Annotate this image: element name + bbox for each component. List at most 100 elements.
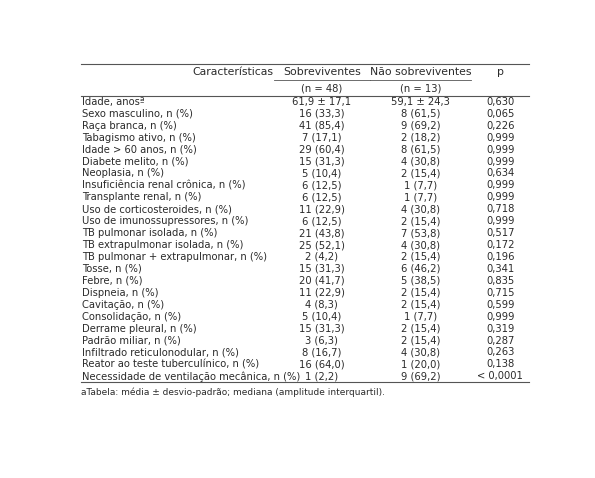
Text: 0,319: 0,319: [486, 324, 514, 334]
Text: (n = 13): (n = 13): [400, 83, 441, 93]
Text: 1 (7,7): 1 (7,7): [404, 192, 437, 202]
Text: 0,715: 0,715: [486, 288, 515, 298]
Text: 0,138: 0,138: [486, 359, 514, 369]
Text: 0,263: 0,263: [486, 348, 514, 358]
Text: 3 (6,3): 3 (6,3): [305, 336, 338, 346]
Text: Idade > 60 anos, n (%): Idade > 60 anos, n (%): [82, 144, 197, 154]
Text: 15 (31,3): 15 (31,3): [299, 156, 345, 166]
Text: 15 (31,3): 15 (31,3): [299, 324, 345, 334]
Text: 4 (30,8): 4 (30,8): [401, 240, 440, 250]
Text: Sobreviventes: Sobreviventes: [283, 67, 361, 77]
Text: 0,999: 0,999: [486, 192, 515, 202]
Text: Uso de imunossupressores, n (%): Uso de imunossupressores, n (%): [82, 216, 249, 226]
Text: TB pulmonar isolada, n (%): TB pulmonar isolada, n (%): [82, 228, 218, 238]
Text: 4 (8,3): 4 (8,3): [305, 300, 338, 310]
Text: 0,999: 0,999: [486, 132, 515, 142]
Text: Transplante renal, n (%): Transplante renal, n (%): [82, 192, 202, 202]
Text: 0,630: 0,630: [486, 97, 514, 107]
Text: 1 (7,7): 1 (7,7): [404, 312, 437, 322]
Text: 4 (30,8): 4 (30,8): [401, 348, 440, 358]
Text: 2 (15,4): 2 (15,4): [401, 300, 440, 310]
Text: 4 (30,8): 4 (30,8): [401, 156, 440, 166]
Text: Insuficiência renal crônica, n (%): Insuficiência renal crônica, n (%): [82, 180, 246, 190]
Text: 0,634: 0,634: [486, 168, 514, 178]
Text: 11 (22,9): 11 (22,9): [299, 204, 345, 214]
Text: Não sobreviventes: Não sobreviventes: [369, 67, 471, 77]
Text: 0,835: 0,835: [486, 276, 514, 286]
Text: 4 (30,8): 4 (30,8): [401, 204, 440, 214]
Text: Tabagismo ativo, n (%): Tabagismo ativo, n (%): [82, 132, 196, 142]
Text: 0,287: 0,287: [486, 336, 514, 346]
Text: Sexo masculino, n (%): Sexo masculino, n (%): [82, 109, 193, 119]
Text: Raça branca, n (%): Raça branca, n (%): [82, 121, 177, 130]
Text: 7 (17,1): 7 (17,1): [302, 132, 342, 142]
Text: (n = 48): (n = 48): [301, 83, 342, 93]
Text: 16 (64,0): 16 (64,0): [299, 359, 345, 369]
Text: 0,341: 0,341: [486, 264, 514, 274]
Text: Necessidade de ventilação mecânica, n (%): Necessidade de ventilação mecânica, n (%…: [82, 371, 300, 381]
Text: 8 (61,5): 8 (61,5): [401, 109, 440, 119]
Text: Tosse, n (%): Tosse, n (%): [82, 264, 142, 274]
Text: Diabete melito, n (%): Diabete melito, n (%): [82, 156, 189, 166]
Text: 11 (22,9): 11 (22,9): [299, 288, 345, 298]
Text: 0,517: 0,517: [486, 228, 515, 238]
Text: 6 (12,5): 6 (12,5): [302, 192, 342, 202]
Text: 0,999: 0,999: [486, 216, 515, 226]
Text: 1 (20,0): 1 (20,0): [401, 359, 440, 369]
Text: 0,226: 0,226: [486, 121, 515, 130]
Text: Derrame pleural, n (%): Derrame pleural, n (%): [82, 324, 197, 334]
Text: 5 (10,4): 5 (10,4): [302, 312, 342, 322]
Text: 2 (18,2): 2 (18,2): [401, 132, 440, 142]
Text: 29 (60,4): 29 (60,4): [299, 144, 345, 154]
Text: < 0,0001: < 0,0001: [477, 371, 523, 381]
Text: 9 (69,2): 9 (69,2): [401, 371, 440, 381]
Text: 15 (31,3): 15 (31,3): [299, 264, 345, 274]
Text: 21 (43,8): 21 (43,8): [299, 228, 345, 238]
Text: Padrão miliar, n (%): Padrão miliar, n (%): [82, 336, 181, 346]
Text: 5 (10,4): 5 (10,4): [302, 168, 342, 178]
Text: TB pulmonar + extrapulmonar, n (%): TB pulmonar + extrapulmonar, n (%): [82, 252, 267, 262]
Text: 7 (53,8): 7 (53,8): [401, 228, 440, 238]
Text: 9 (69,2): 9 (69,2): [401, 121, 440, 130]
Text: 0,065: 0,065: [486, 109, 514, 119]
Text: Febre, n (%): Febre, n (%): [82, 276, 143, 286]
Text: 41 (85,4): 41 (85,4): [299, 121, 345, 130]
Text: 2 (4,2): 2 (4,2): [305, 252, 339, 262]
Text: 1 (7,7): 1 (7,7): [404, 180, 437, 190]
Text: Consolidação, n (%): Consolidação, n (%): [82, 312, 181, 322]
Text: p: p: [497, 67, 503, 77]
Text: 5 (38,5): 5 (38,5): [401, 276, 440, 286]
Text: 0,599: 0,599: [486, 300, 515, 310]
Text: 2 (15,4): 2 (15,4): [401, 324, 440, 334]
Text: Neoplasia, n (%): Neoplasia, n (%): [82, 168, 164, 178]
Text: 2 (15,4): 2 (15,4): [401, 252, 440, 262]
Text: 8 (61,5): 8 (61,5): [401, 144, 440, 154]
Text: 2 (15,4): 2 (15,4): [401, 288, 440, 298]
Text: 0,999: 0,999: [486, 156, 515, 166]
Text: 6 (12,5): 6 (12,5): [302, 216, 342, 226]
Text: aTabela: média ± desvio-padrão; mediana (amplitude interquartil).: aTabela: média ± desvio-padrão; mediana …: [80, 388, 384, 397]
Text: 0,172: 0,172: [486, 240, 515, 250]
Text: 0,999: 0,999: [486, 312, 515, 322]
Text: 59,1 ± 24,3: 59,1 ± 24,3: [391, 97, 450, 107]
Text: 25 (52,1): 25 (52,1): [299, 240, 345, 250]
Text: 0,999: 0,999: [486, 180, 515, 190]
Text: 2 (15,4): 2 (15,4): [401, 336, 440, 346]
Text: 6 (12,5): 6 (12,5): [302, 180, 342, 190]
Text: Dispneia, n (%): Dispneia, n (%): [82, 288, 159, 298]
Text: 8 (16,7): 8 (16,7): [302, 348, 342, 358]
Text: Uso de corticosteroides, n (%): Uso de corticosteroides, n (%): [82, 204, 232, 214]
Text: Reator ao teste tuberculínico, n (%): Reator ao teste tuberculínico, n (%): [82, 359, 259, 369]
Text: 20 (41,7): 20 (41,7): [299, 276, 345, 286]
Text: 2 (15,4): 2 (15,4): [401, 216, 440, 226]
Text: 0,999: 0,999: [486, 144, 515, 154]
Text: Infiltrado reticulonodular, n (%): Infiltrado reticulonodular, n (%): [82, 348, 239, 358]
Text: Características: Características: [193, 67, 274, 77]
Text: 6 (46,2): 6 (46,2): [401, 264, 440, 274]
Text: 16 (33,3): 16 (33,3): [299, 109, 345, 119]
Text: 0,196: 0,196: [486, 252, 515, 262]
Text: Cavitação, n (%): Cavitação, n (%): [82, 300, 164, 310]
Text: TB extrapulmonar isolada, n (%): TB extrapulmonar isolada, n (%): [82, 240, 243, 250]
Text: 0,718: 0,718: [486, 204, 514, 214]
Text: Idade, anosª: Idade, anosª: [82, 97, 145, 107]
